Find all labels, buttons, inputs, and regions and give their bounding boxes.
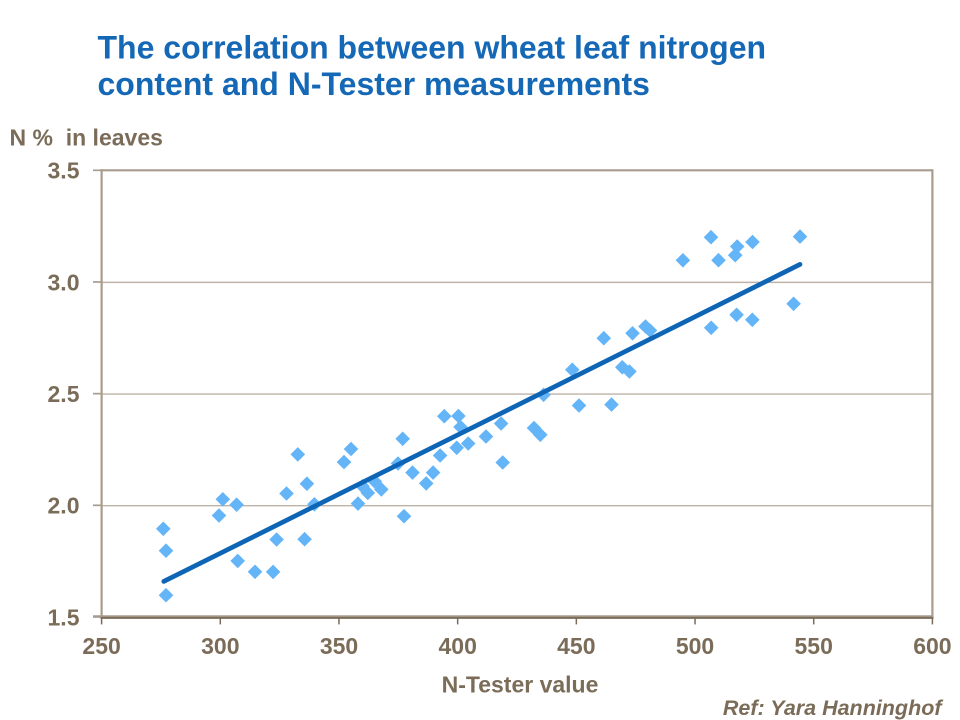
svg-text:3.0: 3.0 (48, 269, 80, 295)
svg-text:400: 400 (439, 633, 477, 659)
svg-text:2.0: 2.0 (48, 493, 80, 519)
svg-text:550: 550 (795, 633, 833, 659)
svg-text:1.5: 1.5 (48, 604, 80, 630)
svg-text:300: 300 (201, 633, 239, 659)
svg-text:N-Tester value: N-Tester value (442, 672, 599, 698)
svg-text:N % in leaves: N % in leaves (10, 125, 163, 151)
svg-text:500: 500 (676, 633, 714, 659)
svg-text:600: 600 (913, 633, 951, 659)
svg-text:Ref: Yara Hanninghof: Ref: Yara Hanninghof (723, 696, 943, 720)
svg-text:450: 450 (557, 633, 595, 659)
svg-text:250: 250 (82, 633, 120, 659)
svg-text:3.5: 3.5 (48, 158, 80, 184)
svg-text:The correlation between wheat: The correlation between wheat leaf nitro… (98, 29, 767, 65)
svg-text:2.5: 2.5 (48, 381, 80, 407)
svg-text:content and N-Tester measureme: content and N-Tester measurements (98, 66, 650, 102)
svg-text:350: 350 (320, 633, 358, 659)
